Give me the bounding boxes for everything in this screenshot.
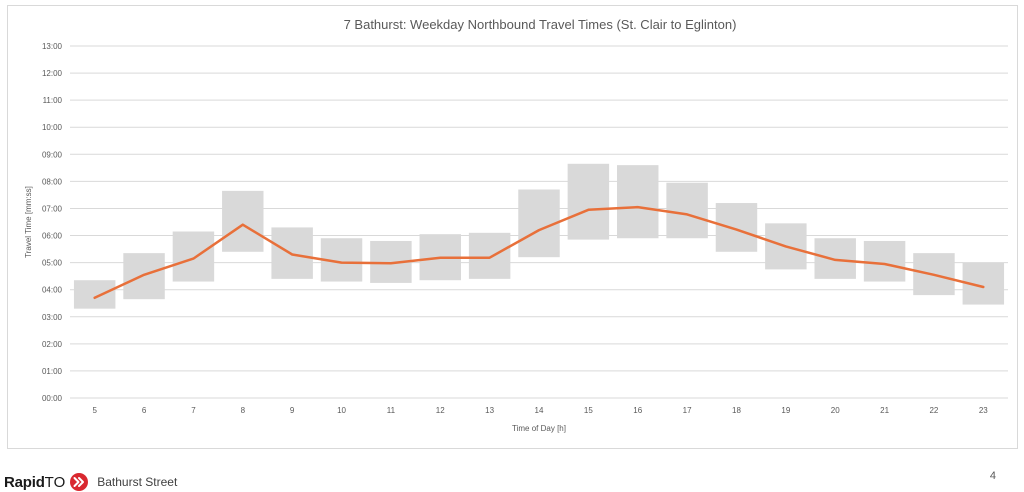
- series-line: [93, 205, 985, 300]
- x-tick-label: 9: [290, 406, 295, 415]
- range-bar: [715, 203, 758, 252]
- x-tick-label: 11: [387, 406, 396, 415]
- y-axis-label: Travel Time [mm:ss]: [24, 186, 33, 258]
- y-tick-label: 11:00: [43, 96, 63, 105]
- x-tick-label: 5: [92, 406, 97, 415]
- y-tick-label: 04:00: [42, 286, 63, 295]
- x-tick-label: 16: [633, 406, 642, 415]
- x-tick-label: 13: [485, 406, 494, 415]
- y-tick-label: 05:00: [42, 259, 63, 268]
- double-chevron-right-icon: [70, 473, 89, 491]
- y-tick-label: 03:00: [42, 313, 63, 322]
- street-name: Bathurst Street: [97, 475, 178, 489]
- range-bar: [172, 231, 215, 282]
- y-tick-label: 12:00: [42, 69, 63, 78]
- range-bar: [814, 238, 856, 279]
- x-tick-label: 21: [880, 406, 889, 415]
- y-tick-label: 10:00: [42, 123, 63, 132]
- page-number: 4: [989, 470, 996, 482]
- x-tick-label: 14: [535, 406, 544, 415]
- chart-frame: [7, 5, 1018, 449]
- x-tick-label: 10: [337, 406, 346, 415]
- range-bar: [222, 190, 264, 252]
- x-tick-label: 20: [831, 406, 840, 415]
- y-tick-label: 01:00: [42, 367, 63, 376]
- travel-time-chart: 00:00 01:00 02:00 03:00 04:00 05:00 06:00 07:00…: [24, 17, 1008, 433]
- x-tick-label: 12: [436, 406, 445, 415]
- x-tick-label: 7: [191, 406, 196, 415]
- x-axis-label: Time of Day [h]: [512, 424, 566, 433]
- x-tick-label: 15: [584, 406, 593, 415]
- brand-name-bold: Rapid: [4, 473, 45, 491]
- x-tick-label: 19: [781, 406, 790, 415]
- y-tick-label: 06:00: [42, 232, 63, 241]
- y-tick-label: 13:00: [42, 42, 63, 51]
- y-tick-label: 09:00: [42, 150, 63, 159]
- y-tick-label: 07:00: [42, 204, 63, 213]
- range-bar: [73, 280, 116, 309]
- y-tick-label: 08:00: [42, 177, 63, 186]
- range-bar: [863, 240, 906, 282]
- y-tick-label: 00:00: [42, 394, 63, 403]
- x-tick-label: 17: [683, 406, 692, 415]
- x-tick-label: 22: [929, 406, 938, 415]
- range-bar: [567, 163, 610, 240]
- brand-name-light: TO: [44, 473, 66, 491]
- y-tick-label: 02:00: [42, 340, 63, 349]
- range-bar: [468, 232, 511, 279]
- footer-brand: Rapid TO Bathurst Street: [4, 472, 177, 492]
- range-bar: [617, 165, 659, 239]
- x-tick-label: 6: [142, 406, 147, 415]
- x-tick-label: 18: [732, 406, 741, 415]
- x-tick-label: 8: [241, 406, 246, 415]
- chart-title: 7 Bathurst: Weekday Northbound Travel Ti…: [344, 17, 737, 32]
- range-bar: [666, 182, 708, 239]
- x-tick-label: 23: [979, 406, 988, 415]
